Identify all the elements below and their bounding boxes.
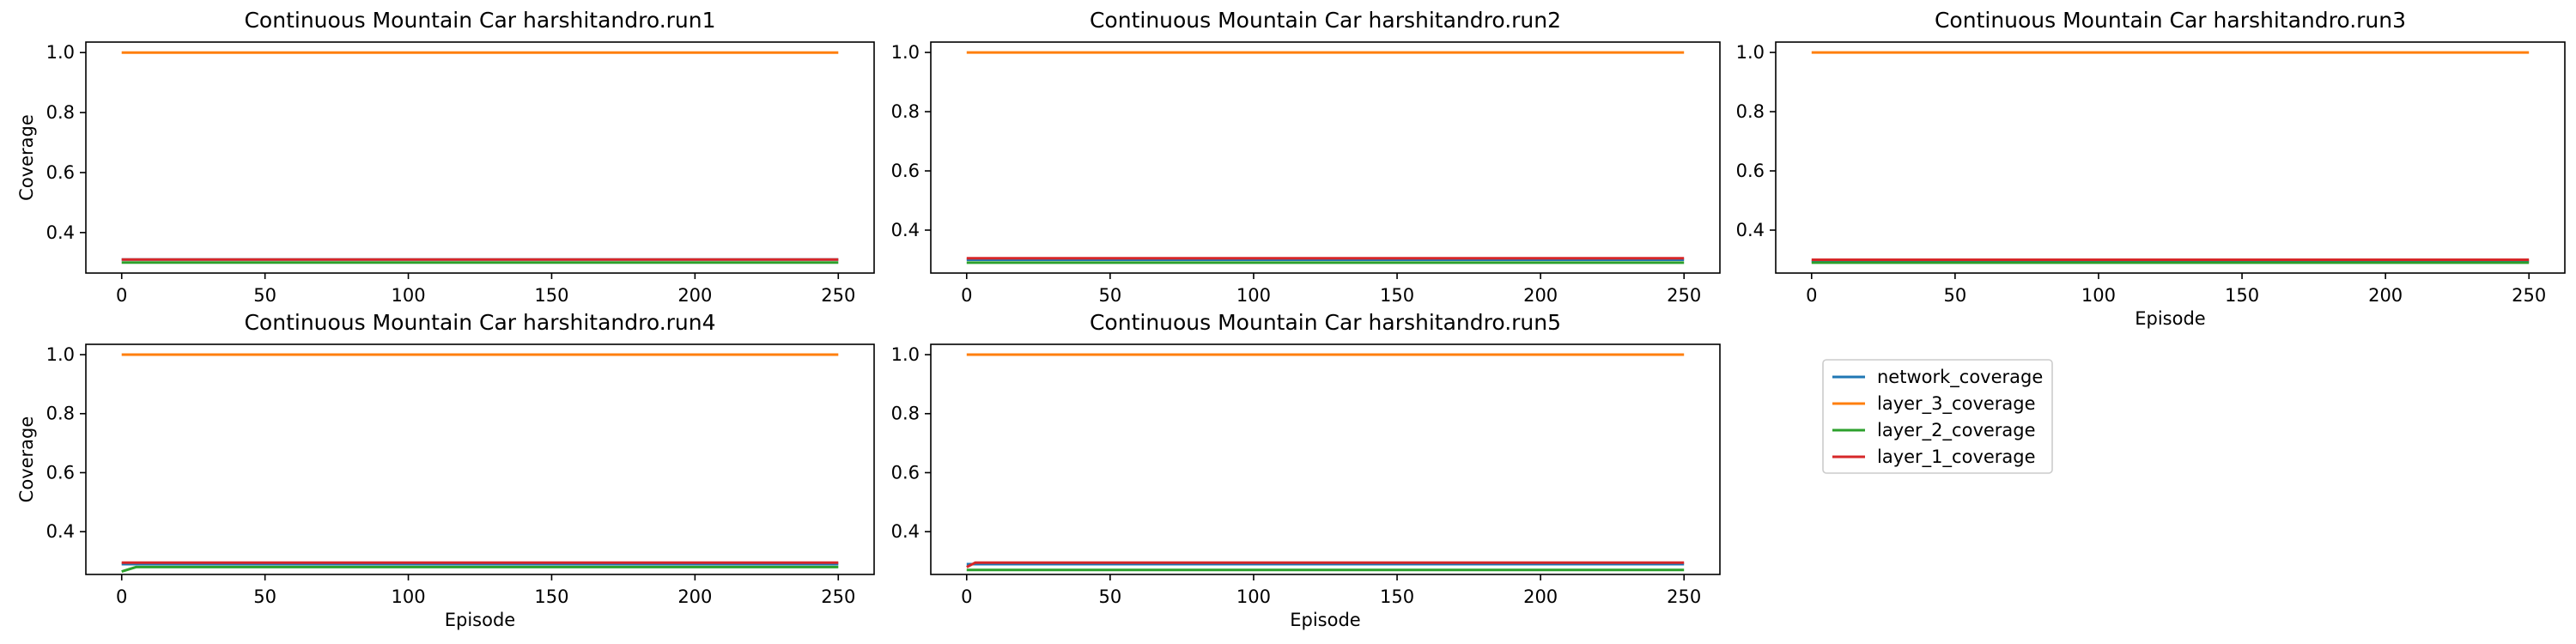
x-tick-label: 0 [961,285,972,306]
x-tick-label: 200 [677,285,712,306]
x-tick-label: 250 [2512,285,2546,306]
x-tick-label: 50 [253,586,276,607]
y-tick-label: 0.8 [891,404,920,424]
x-tick-label: 0 [961,586,972,607]
x-tick-label: 100 [2081,285,2116,306]
axes-frame [1775,41,2566,274]
x-tick-label: 100 [391,285,425,306]
series-line-layer_1_coverage [966,561,1685,568]
x-tick-label: 200 [677,586,712,607]
axes-frame [930,41,1721,274]
axes-frame [930,343,1721,575]
x-tick-label: 250 [821,285,855,306]
legend-frame [1822,359,2053,474]
y-tick-label: 0.4 [1736,220,1765,240]
y-tick-label: 1.0 [891,344,920,365]
x-tick-label: 150 [1380,586,1414,607]
subplot-run1: 0 50 100 150 200 250 0.4 0.6 0.8 1.0 Continuous Mo… [16,8,875,306]
chart-title: Continuous Mountain Car harshitandro.run… [244,8,715,33]
y-tick-label: 0.8 [46,102,75,123]
x-tick-label: 100 [1236,285,1271,306]
y-tick-label: 1.0 [1736,42,1765,63]
legend-label-network_coverage: network_coverage [1877,367,2043,388]
x-tick-label: 50 [1943,285,1966,306]
y-tick-label: 0.6 [46,462,75,483]
x-tick-label: 100 [1236,586,1271,607]
x-tick-label: 0 [1806,285,1817,306]
legend: network_coverage layer_3_coverage layer_2_… [1822,359,2053,474]
y-tick-label: 0.6 [1736,161,1765,181]
y-tick-label: 0.6 [46,162,75,183]
series-line-layer_2_coverage [121,565,839,574]
y-tick-label: 1.0 [46,344,75,365]
y-tick-label: 0.4 [46,222,75,243]
chart-title: Continuous Mountain Car harshitandro.run… [244,310,715,335]
y-axis-label: Coverage [16,114,37,201]
x-axis-label: Episode [445,610,515,630]
y-tick-label: 0.4 [46,521,75,542]
x-tick-label: 150 [534,586,568,607]
x-tick-label: 250 [821,586,855,607]
y-axis-label: Coverage [16,416,37,503]
x-tick-label: 100 [391,586,425,607]
subplot-run3: 0 50 100 150 200 250 0.4 0.6 0.8 1.0 Continuous Mo… [1736,8,2566,329]
y-tick-label: 0.6 [891,161,920,181]
y-tick-label: 0.4 [891,521,920,542]
x-tick-label: 200 [2368,285,2403,306]
legend-label-layer_2_coverage: layer_2_coverage [1877,420,2036,441]
subplot-run5: 0 50 100 150 200 250 0.4 0.6 0.8 1.0 Continuous Mo… [891,310,1721,630]
y-tick-label: 0.4 [891,220,920,240]
chart-title: Continuous Mountain Car harshitandro.run… [1090,8,1561,33]
x-tick-label: 150 [534,285,568,306]
subplot-panels: 0 50 100 150 200 250 0.4 0.6 0.8 1.0 Continuous Mo… [16,8,2566,630]
y-tick-label: 1.0 [46,42,75,63]
y-tick-label: 0.8 [46,404,75,424]
chart-title: Continuous Mountain Car harshitandro.run… [1090,310,1561,335]
y-tick-label: 0.8 [1736,101,1765,122]
x-tick-label: 250 [1667,285,1701,306]
x-tick-label: 250 [1667,586,1701,607]
x-tick-label: 0 [116,285,127,306]
subplot-run4: 0 50 100 150 200 250 0.4 0.6 0.8 1.0 Continuous Mo… [16,310,875,630]
x-tick-label: 150 [1380,285,1414,306]
x-tick-label: 200 [1523,285,1558,306]
axes-frame [85,41,875,274]
x-tick-label: 200 [1523,586,1558,607]
x-axis-label: Episode [1290,610,1360,630]
x-tick-label: 50 [1098,285,1121,306]
y-tick-label: 1.0 [891,42,920,63]
chart-title: Continuous Mountain Car harshitandro.run… [1935,8,2406,33]
subplot-run2: 0 50 100 150 200 250 0.4 0.6 0.8 1.0 Continuous Mo… [891,8,1721,306]
y-tick-label: 0.8 [891,101,920,122]
legend-label-layer_3_coverage: layer_3_coverage [1877,393,2036,415]
x-tick-label: 0 [116,586,127,607]
x-tick-label: 50 [253,285,276,306]
y-tick-label: 0.6 [891,462,920,483]
legend-label-layer_1_coverage: layer_1_coverage [1877,447,2036,468]
x-tick-label: 50 [1098,586,1121,607]
x-tick-label: 150 [2225,285,2259,306]
x-axis-label: Episode [2135,308,2205,329]
axes-frame [85,343,875,575]
